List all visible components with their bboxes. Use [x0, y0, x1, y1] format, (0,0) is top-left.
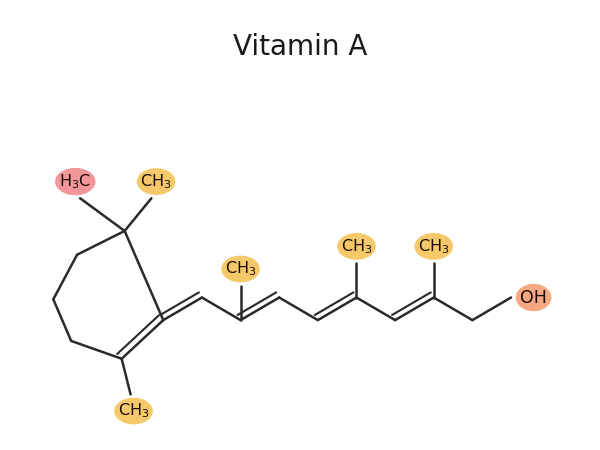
Text: CH$_3$: CH$_3$ — [418, 237, 449, 256]
Text: Vitamin A: Vitamin A — [233, 33, 367, 61]
Text: OH: OH — [520, 288, 547, 306]
Ellipse shape — [516, 284, 551, 311]
Ellipse shape — [415, 233, 453, 260]
Ellipse shape — [114, 398, 153, 424]
Ellipse shape — [337, 233, 376, 260]
Text: CH$_3$: CH$_3$ — [118, 402, 149, 420]
Ellipse shape — [137, 168, 175, 195]
Text: CH$_3$: CH$_3$ — [140, 172, 172, 191]
Text: CH$_3$: CH$_3$ — [225, 260, 256, 279]
Ellipse shape — [221, 256, 260, 282]
Ellipse shape — [55, 168, 95, 195]
Text: H$_3$C: H$_3$C — [59, 172, 91, 191]
Text: CH$_3$: CH$_3$ — [341, 237, 372, 256]
